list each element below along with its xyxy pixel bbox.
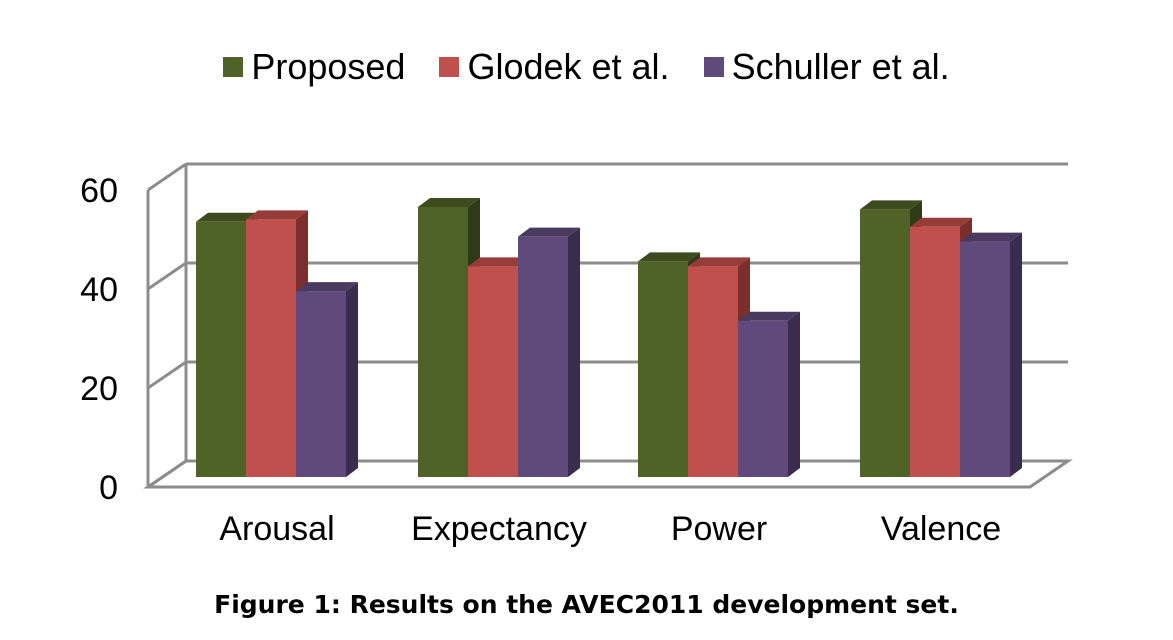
- legend-swatch-schuller: [703, 57, 724, 77]
- bar-side: [1010, 232, 1022, 477]
- bar-top: [860, 200, 922, 210]
- bar-side: [346, 282, 358, 477]
- legend-label-proposed: Proposed: [251, 46, 406, 87]
- bar: [638, 261, 688, 477]
- legend: Proposed Glodek et al. Schuller et al.: [0, 46, 1173, 88]
- bar-top: [196, 212, 258, 222]
- legend-item-proposed: Proposed: [223, 46, 405, 88]
- bar-top: [738, 311, 800, 321]
- gridline-side: [147, 162, 187, 192]
- bar-top: [638, 252, 700, 262]
- bar: [418, 206, 468, 477]
- legend-item-glodek: Glodek et al.: [439, 46, 670, 88]
- chart-floor: [143, 459, 1073, 489]
- bar-side: [568, 227, 580, 477]
- legend-swatch-glodek: [439, 57, 460, 77]
- legend-label-schuller: Schuller et al.: [731, 46, 950, 87]
- y-tick-label: 20: [80, 370, 118, 408]
- y-tick-label: 40: [80, 271, 118, 309]
- bar-top: [960, 232, 1022, 242]
- bar: [518, 236, 568, 477]
- x-tick-label: Valence: [881, 510, 1001, 548]
- x-tick-label: Power: [671, 510, 767, 548]
- legend-item-schuller: Schuller et al.: [703, 46, 950, 88]
- bar-top: [296, 282, 358, 292]
- y-tick-label: 60: [80, 172, 118, 210]
- bar: [196, 221, 246, 477]
- figure-caption: Figure 1: Results on the AVEC2011 develo…: [214, 590, 959, 619]
- x-tick-label: Arousal: [219, 510, 334, 548]
- bar: [960, 241, 1010, 477]
- gridline-side: [147, 261, 187, 291]
- bar-top: [910, 217, 972, 227]
- bar: [246, 219, 296, 477]
- y-tick-label: 0: [99, 469, 118, 507]
- bar: [738, 320, 788, 477]
- bar-top: [468, 257, 530, 267]
- bar-top: [688, 257, 750, 267]
- x-tick-label: Expectancy: [411, 510, 587, 548]
- bar-top: [246, 210, 308, 220]
- bar: [688, 266, 738, 477]
- bar-top: [418, 197, 480, 207]
- legend-label-glodek: Glodek et al.: [467, 46, 670, 87]
- bar: [296, 291, 346, 477]
- bar: [468, 266, 518, 477]
- bar-top: [518, 227, 580, 237]
- legend-swatch-proposed: [223, 57, 244, 77]
- gridline-side: [147, 360, 187, 390]
- bar-side: [788, 311, 800, 477]
- bar: [910, 226, 960, 477]
- bar: [860, 209, 910, 478]
